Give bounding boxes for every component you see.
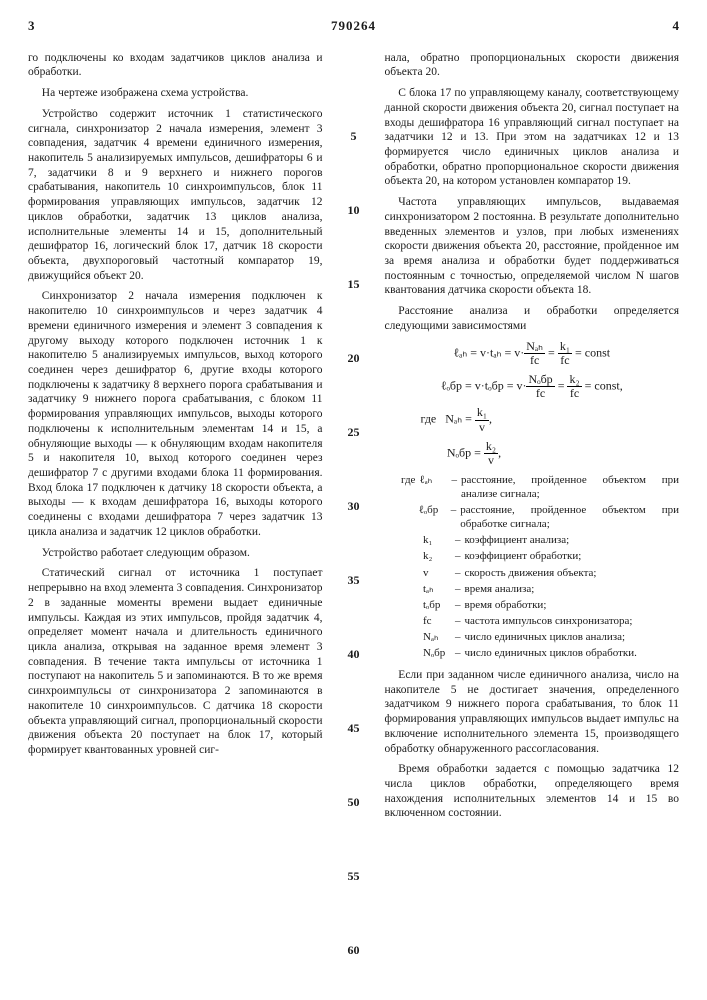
definition-row: Nₒбр–число единичных циклов обработки. (401, 646, 679, 660)
left-column: го подключены ко входам задатчиков цикло… (28, 51, 323, 828)
symbol-definitions: гдеℓₐₕ–расстояние, пройденное объектом п… (401, 473, 679, 660)
definition-row: Nₐₕ–число единичных циклов анализа; (401, 630, 679, 644)
line-number: 50 (348, 795, 360, 810)
definition-row: tₐₕ–время анализа; (401, 582, 679, 596)
line-number: 60 (348, 943, 360, 958)
line-number: 15 (348, 277, 360, 292)
formula-nan: где Nₐₕ = k₁v, (385, 406, 680, 433)
definition-row: v–скорость движения объекта; (401, 566, 679, 580)
line-number: 45 (348, 721, 360, 736)
paragraph: Частота управляющих импульсов, выдаваема… (385, 195, 680, 298)
two-column-layout: го подключены ко входам задатчиков цикло… (28, 51, 679, 828)
page-number-left: 3 (28, 18, 35, 35)
paragraph: Устройство работает следующим образом. (28, 546, 323, 561)
page-number-right: 4 (673, 18, 680, 35)
paragraph: Расстояние анализа и обработки определяе… (385, 304, 680, 333)
line-number: 20 (348, 351, 360, 366)
line-number: 10 (348, 203, 360, 218)
definition-row: k₂–коэффициент обработки; (401, 549, 679, 563)
paragraph: го подключены ко входам задатчиков цикло… (28, 51, 323, 80)
definition-row: гдеℓₐₕ–расстояние, пройденное объектом п… (401, 473, 679, 501)
line-number: 5 (351, 129, 357, 144)
line-number: 40 (348, 647, 360, 662)
paragraph: нала, обратно пропорциональных скорости … (385, 51, 680, 80)
right-column: нала, обратно пропорциональных скорости … (385, 51, 680, 828)
paragraph: Синхронизатор 2 начала измерения подключ… (28, 289, 323, 539)
definition-row: k₁–коэффициент анализа; (401, 533, 679, 547)
formula-lan: ℓₐₕ = v·tₐₕ = v·Nₐₕfс = k₁fс = const (385, 340, 680, 367)
formula-lobr: ℓₒбр = v·tₒбр = v·Nₒбрfс = k₂fс = const, (385, 373, 680, 400)
definition-row: fс–частота импульсов синхронизатора; (401, 614, 679, 628)
line-number: 35 (348, 573, 360, 588)
paragraph: С блока 17 по управляющему каналу, соотв… (385, 86, 680, 189)
paragraph: Если при заданном числе единичного анали… (385, 668, 680, 756)
page-header: 3 790264 4 (28, 18, 679, 35)
line-number: 30 (348, 499, 360, 514)
line-number: 25 (348, 425, 360, 440)
paragraph: Время обработки задается с помощью задат… (385, 762, 680, 821)
line-number: 55 (348, 869, 360, 884)
paragraph: На чертеже изображена схема устройства. (28, 86, 323, 101)
document-number: 790264 (331, 18, 376, 35)
line-number-gutter: 5 10 15 20 25 30 35 40 45 50 55 60 (345, 51, 363, 828)
definition-row: tₒбр–время обработки; (401, 598, 679, 612)
formula-nobr: Nₒбр = k₂v, (385, 440, 680, 467)
paragraph: Устройство содержит источник 1 статистич… (28, 107, 323, 284)
definition-row: ℓₒбр–расстояние, пройденное объектом при… (401, 503, 679, 531)
paragraph: Статический сигнал от источника 1 поступ… (28, 566, 323, 757)
